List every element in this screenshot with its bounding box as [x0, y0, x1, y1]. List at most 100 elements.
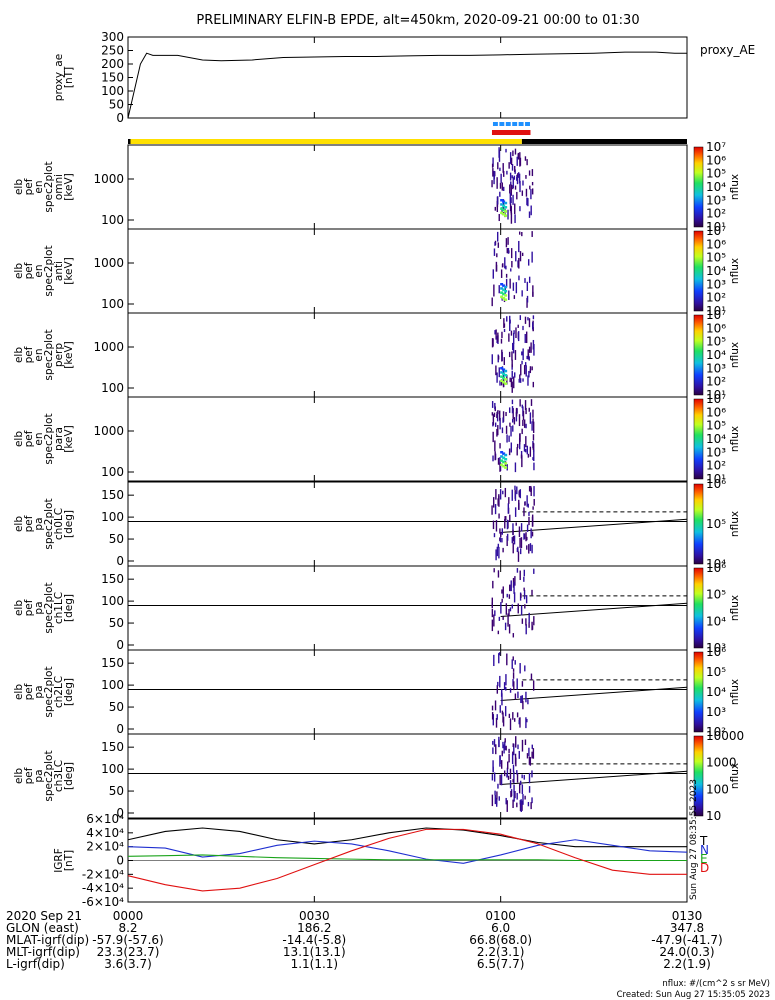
energy-0-cell-62: [522, 180, 524, 186]
pa-1-cbar-tick-3: 10⁶: [706, 561, 726, 575]
pa-0-cell-70: [499, 537, 502, 543]
energy-0-cell-56: [511, 164, 514, 171]
pa-3-cell-7: [521, 800, 523, 811]
pa-3-cell-0: [512, 799, 514, 809]
energy-0-cbar-tick-1: 10²: [706, 207, 726, 221]
energy-2-cell-71: [527, 317, 529, 321]
units-note: nflux: #/(cm^2 s sr MeV): [662, 979, 770, 989]
sci-blue-seg-0: [492, 122, 498, 126]
energy-0-cell-3: [519, 152, 521, 160]
ae-ytick-2: 100: [101, 84, 124, 98]
pa-2-ytick-3: 150: [101, 656, 124, 670]
energy-0-cell-27: [519, 206, 521, 212]
energy-0-cell-38: [499, 167, 501, 171]
pa-3-cell-15: [528, 786, 531, 793]
energy-2-cell-83: [503, 328, 506, 333]
energy-1-cell-17: [527, 259, 530, 266]
energy-3-cell-44: [501, 427, 504, 434]
energy-2-colorbar: [693, 314, 704, 396]
energy-3-cbar-tick-2: 10³: [706, 445, 726, 459]
pa-1-cell-9: [525, 624, 527, 635]
pa-3-cell-6: [512, 779, 514, 783]
energy-0-cell-29: [514, 203, 516, 215]
energy-2-cell-66: [491, 338, 494, 348]
energy-1-ylabel-line-1: pef: [23, 262, 35, 279]
energy-0-cell-17: [502, 163, 504, 173]
pa-0-cell-6: [496, 546, 499, 557]
igrf-legend-N: N: [700, 843, 709, 857]
pa-0-cell-25: [508, 497, 510, 504]
energy-3-cell-35: [499, 443, 501, 449]
energy-2-core-11: [504, 382, 508, 385]
igrf-ytick-0: -6×10⁴: [82, 895, 124, 909]
pa-3-cell-80: [495, 744, 497, 755]
igrf-ytick-5: 4×10⁴: [86, 826, 124, 840]
pa-0-cell-7: [514, 485, 516, 491]
pa-0-cell-24: [526, 495, 528, 507]
energy-3-frame: [127, 396, 688, 482]
pa-0-cell-77: [512, 542, 514, 554]
pa-3-cbar-label: nflux: [729, 763, 741, 789]
ae-frame: [127, 36, 688, 119]
pa-3-cell-42: [493, 739, 496, 747]
pa-3-cell-28: [532, 748, 535, 759]
energy-2-cell-25: [527, 349, 529, 360]
pa-0-cell-31: [498, 495, 500, 507]
energy-2-core-9: [500, 379, 504, 383]
energy-3-cell-54: [499, 410, 501, 421]
pa-3-cell-72: [493, 772, 496, 782]
energy-3-cell-42: [491, 412, 494, 416]
energy-0-cell-20: [514, 148, 517, 155]
pa-2-cell-41: [499, 675, 501, 688]
footer-value-0-0: 0000: [113, 909, 144, 923]
energy-2-cell-42: [511, 381, 513, 393]
pa-0-cell-57: [498, 546, 500, 559]
energy-2-cbar-tick-0: 10¹: [706, 388, 726, 402]
energy-2-cell-67: [528, 318, 531, 328]
pa-0-ylabel-line-5: [deg]: [63, 510, 75, 538]
pa-2-ytick-0: 0: [116, 722, 124, 736]
energy-3-cell-43: [532, 434, 535, 441]
pa-3-cbar-tick-3: 10000: [706, 729, 744, 743]
energy-0-cell-84: [498, 147, 500, 158]
energy-1-ylabel-line-2: en: [33, 264, 45, 277]
energy-3-core-1: [502, 452, 506, 455]
pa-2-cell-25: [516, 712, 519, 718]
pa-3-cell-82: [523, 774, 525, 780]
energy-3-cell-69: [494, 402, 496, 410]
energy-1-cell-48: [526, 295, 529, 303]
energy-3-cell-53: [532, 457, 534, 461]
pa-0-cell-52: [519, 548, 522, 555]
energy-1-core-1: [502, 284, 506, 287]
energy-1-cell-31: [521, 231, 523, 237]
pa-1-cell-39: [514, 576, 516, 586]
pa-1-colorbar: [693, 567, 704, 649]
energy-2-cell-20: [519, 378, 522, 383]
energy-3-cell-1: [497, 425, 499, 436]
sci-blue-seg-2: [505, 122, 511, 126]
pa-0-cell-62: [530, 528, 532, 539]
pa-3-cell-84: [492, 766, 494, 773]
pa-1-cell-45: [524, 604, 526, 609]
pa-3-ytick-2: 100: [101, 762, 124, 776]
energy-3-cell-55: [492, 414, 495, 426]
energy-3-cell-48: [493, 412, 496, 417]
pa-1-cell-33: [507, 613, 509, 624]
pa-2-cell-15: [525, 717, 527, 729]
pa-2-cell-13: [491, 705, 494, 711]
energy-2-cell-45: [513, 330, 515, 335]
energy-3-core-7: [502, 460, 506, 464]
energy-1-cell-9: [524, 278, 526, 283]
energy-0-cell-53: [504, 208, 506, 218]
energy-0-cell-49: [519, 157, 521, 167]
pa-0-cell-67: [518, 526, 521, 537]
energy-0-cell-58: [510, 184, 513, 196]
energy-0-cbar-tick-3: 10⁴: [706, 180, 726, 194]
igrf-legend-D: D: [700, 861, 709, 875]
pa-2-ylabel-line-2: pa: [33, 685, 45, 698]
energy-0-cell-26: [492, 157, 494, 167]
energy-3-cell-87: [523, 419, 526, 428]
energy-2-ylabel-line-4: perp: [53, 343, 65, 367]
pa-3-ylabel-line-2: pa: [33, 769, 45, 782]
pa-3-cell-89: [508, 753, 510, 763]
